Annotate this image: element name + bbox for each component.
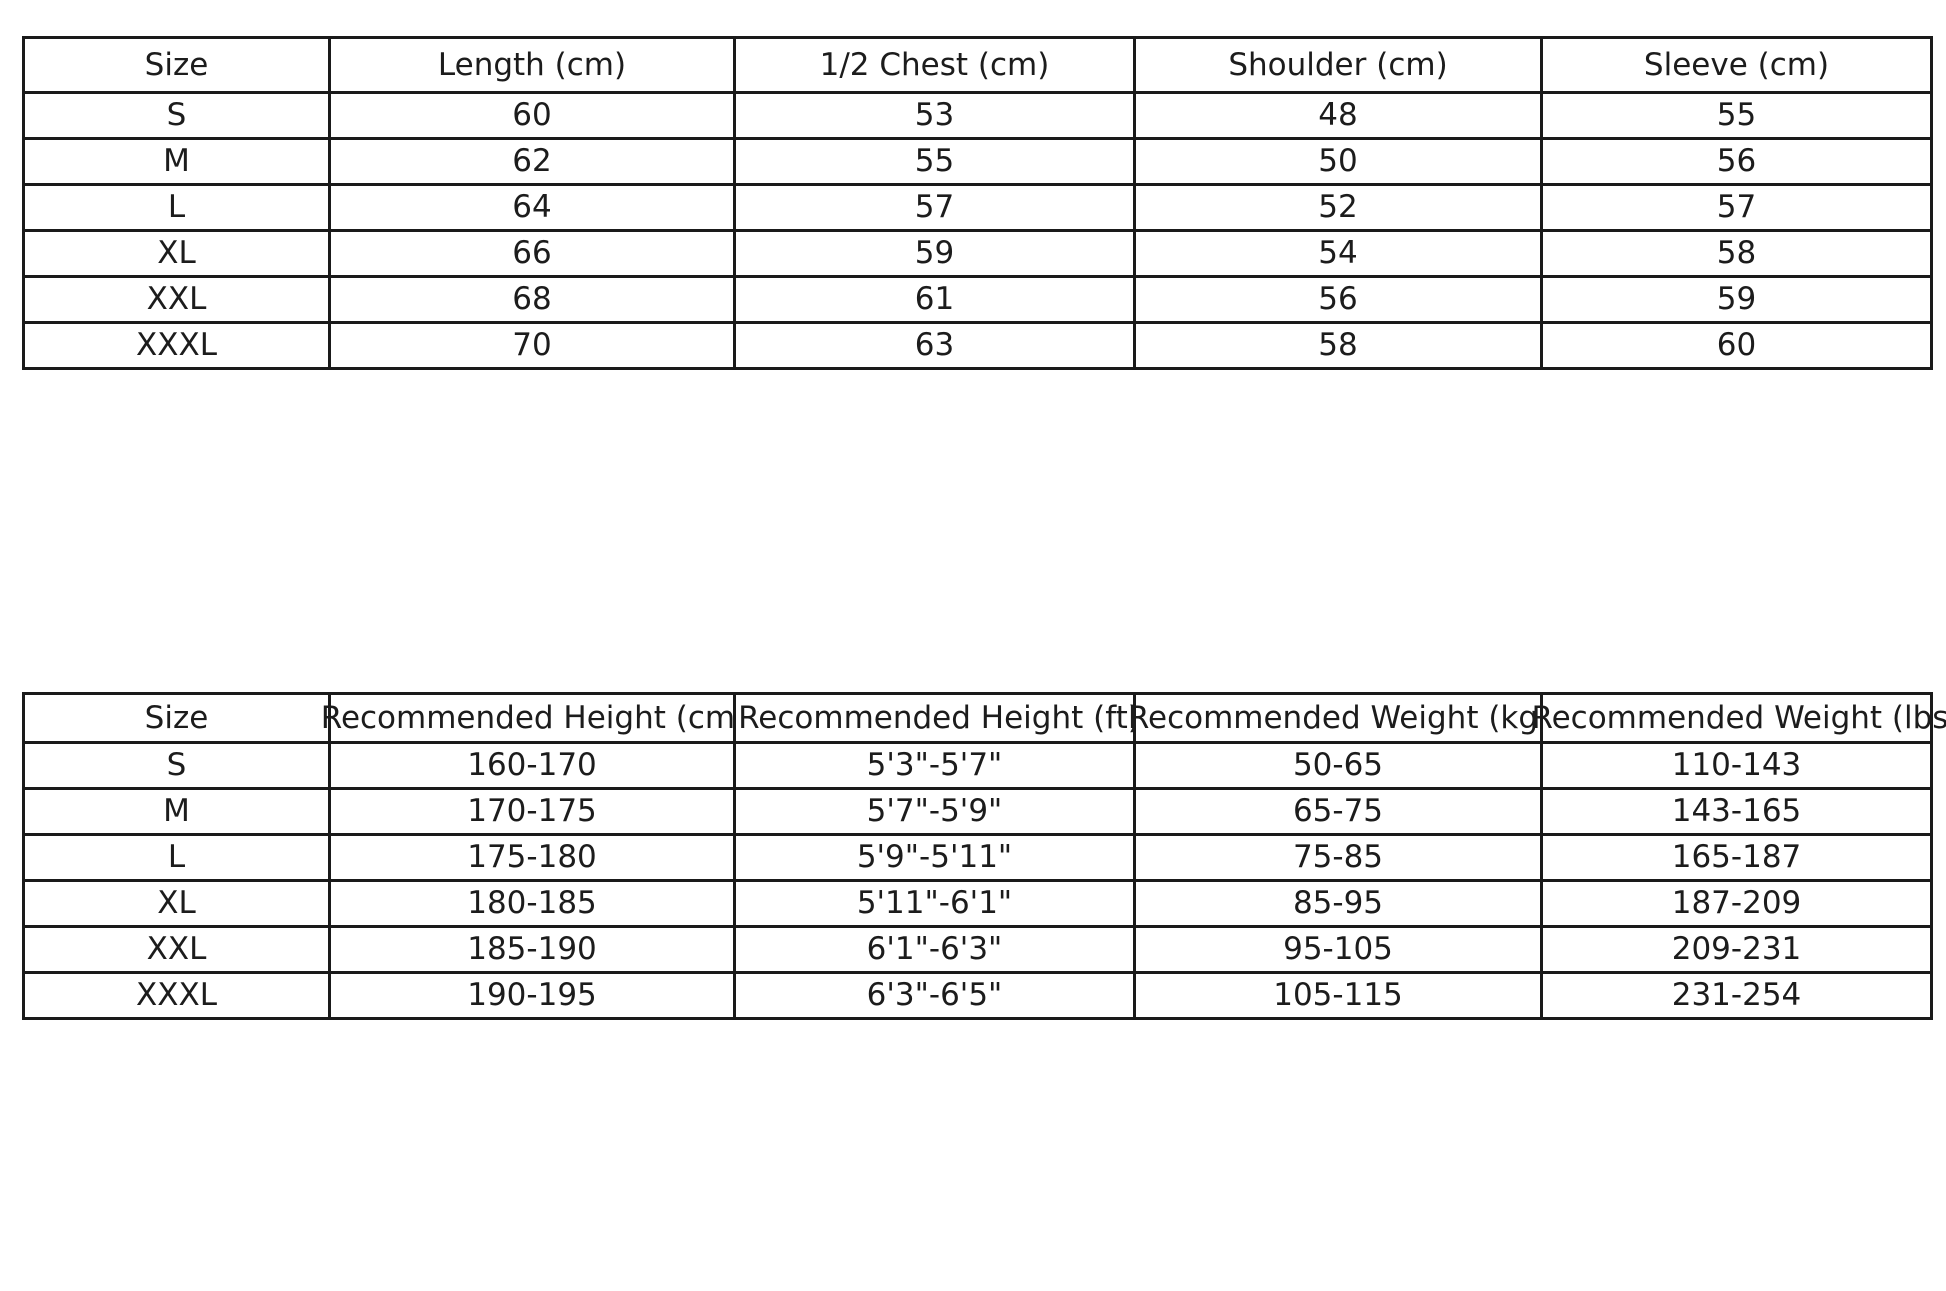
- cell-chest: 59: [733, 229, 1136, 278]
- table-row: M 170-175 5'7"-5'9" 65-75 143-165: [22, 787, 1933, 836]
- cell-size: XXXL: [22, 321, 331, 370]
- cell-weight-kg: 50-65: [1133, 741, 1543, 790]
- cell-size: XXL: [22, 925, 331, 974]
- cell-size: M: [22, 137, 331, 186]
- table-row: XL 66 59 54 58: [22, 229, 1933, 278]
- cell-shoulder: 52: [1133, 183, 1543, 232]
- cell-height-ft: 5'3"-5'7": [733, 741, 1136, 790]
- cell-weight-lbs: 110-143: [1540, 741, 1933, 790]
- table-row: XXL 185-190 6'1"-6'3" 95-105 209-231: [22, 925, 1933, 974]
- cell-size: M: [22, 787, 331, 836]
- cell-weight-lbs: 165-187: [1540, 833, 1933, 882]
- column-header-recommended-height-ft-label: Recommended Height (ft): [738, 699, 1140, 736]
- cell-length: 68: [328, 275, 736, 324]
- cell-chest: 53: [733, 91, 1136, 140]
- cell-length: 64: [328, 183, 736, 232]
- table-header-row: Size Length (cm) 1/2 Chest (cm) Shoulder…: [22, 36, 1933, 94]
- body-size-guide-table: Size Recommended Height (cm) Recommended…: [22, 692, 1946, 1020]
- column-header-recommended-height-ft: Recommended Height (ft): [733, 692, 1140, 744]
- cell-length: 60: [328, 91, 736, 140]
- cell-height-ft: 5'9"-5'11": [733, 833, 1136, 882]
- cell-sleeve: 58: [1540, 229, 1933, 278]
- cell-size: S: [22, 91, 331, 140]
- cell-height-cm: 160-170: [328, 741, 736, 790]
- column-header-recommended-weight-kg-label: Recommended Weight (kg): [1127, 699, 1551, 736]
- table-row: S 160-170 5'3"-5'7" 50-65 110-143: [22, 741, 1933, 790]
- cell-length: 70: [328, 321, 736, 370]
- table-header-row: Size Recommended Height (cm) Recommended…: [22, 692, 1946, 744]
- table-row: L 175-180 5'9"-5'11" 75-85 165-187: [22, 833, 1933, 882]
- cell-shoulder: 50: [1133, 137, 1543, 186]
- table-row: XL 180-185 5'11"-6'1" 85-95 187-209: [22, 879, 1933, 928]
- cell-length: 62: [328, 137, 736, 186]
- column-header-shoulder: Shoulder (cm): [1133, 36, 1543, 94]
- cell-sleeve: 60: [1540, 321, 1933, 370]
- cell-size: S: [22, 741, 331, 790]
- cell-chest: 63: [733, 321, 1136, 370]
- table-row: XXL 68 61 56 59: [22, 275, 1933, 324]
- column-header-size: Size: [22, 692, 331, 744]
- table-row: M 62 55 50 56: [22, 137, 1933, 186]
- column-header-size: Size: [22, 36, 331, 94]
- cell-weight-kg: 85-95: [1133, 879, 1543, 928]
- cell-size: XL: [22, 229, 331, 278]
- cell-height-cm: 170-175: [328, 787, 736, 836]
- column-header-half-chest: 1/2 Chest (cm): [733, 36, 1136, 94]
- cell-shoulder: 54: [1133, 229, 1543, 278]
- column-header-recommended-weight-kg: Recommended Weight (kg): [1128, 692, 1550, 744]
- cell-weight-kg: 95-105: [1133, 925, 1543, 974]
- cell-height-ft: 6'3"-6'5": [733, 971, 1136, 1020]
- cell-length: 66: [328, 229, 736, 278]
- table-row: XXXL 70 63 58 60: [22, 321, 1933, 370]
- cell-sleeve: 55: [1540, 91, 1933, 140]
- garment-measurements-table: Size Length (cm) 1/2 Chest (cm) Shoulder…: [22, 36, 1933, 370]
- cell-weight-lbs: 187-209: [1540, 879, 1933, 928]
- cell-weight-lbs: 231-254: [1540, 971, 1933, 1020]
- column-header-recommended-weight-lbs: Recommended Weight (lbs): [1531, 692, 1946, 744]
- cell-weight-kg: 105-115: [1133, 971, 1543, 1020]
- table-row: S 60 53 48 55: [22, 91, 1933, 140]
- cell-size: L: [22, 183, 331, 232]
- cell-size: XL: [22, 879, 331, 928]
- cell-chest: 61: [733, 275, 1136, 324]
- cell-height-cm: 185-190: [328, 925, 736, 974]
- table-row: XXXL 190-195 6'3"-6'5" 105-115 231-254: [22, 971, 1933, 1020]
- cell-size: L: [22, 833, 331, 882]
- cell-shoulder: 48: [1133, 91, 1543, 140]
- cell-sleeve: 59: [1540, 275, 1933, 324]
- cell-chest: 55: [733, 137, 1136, 186]
- cell-weight-kg: 65-75: [1133, 787, 1543, 836]
- table-row: L 64 57 52 57: [22, 183, 1933, 232]
- column-header-length: Length (cm): [328, 36, 736, 94]
- column-header-recommended-weight-lbs-label: Recommended Weight (lbs): [1531, 699, 1946, 736]
- column-header-recommended-height-cm: Recommended Height (cm): [321, 692, 747, 744]
- column-header-recommended-height-cm-label: Recommended Height (cm): [320, 699, 748, 736]
- cell-height-ft: 5'7"-5'9": [733, 787, 1136, 836]
- cell-weight-lbs: 209-231: [1540, 925, 1933, 974]
- cell-chest: 57: [733, 183, 1136, 232]
- cell-height-ft: 5'11"-6'1": [733, 879, 1136, 928]
- column-header-sleeve: Sleeve (cm): [1540, 36, 1933, 94]
- cell-height-cm: 190-195: [328, 971, 736, 1020]
- cell-weight-kg: 75-85: [1133, 833, 1543, 882]
- cell-size: XXL: [22, 275, 331, 324]
- cell-sleeve: 56: [1540, 137, 1933, 186]
- cell-size: XXXL: [22, 971, 331, 1020]
- cell-height-cm: 180-185: [328, 879, 736, 928]
- cell-sleeve: 57: [1540, 183, 1933, 232]
- cell-weight-lbs: 143-165: [1540, 787, 1933, 836]
- cell-height-cm: 175-180: [328, 833, 736, 882]
- cell-shoulder: 58: [1133, 321, 1543, 370]
- column-header-size-label: Size: [144, 699, 209, 736]
- cell-height-ft: 6'1"-6'3": [733, 925, 1136, 974]
- cell-shoulder: 56: [1133, 275, 1543, 324]
